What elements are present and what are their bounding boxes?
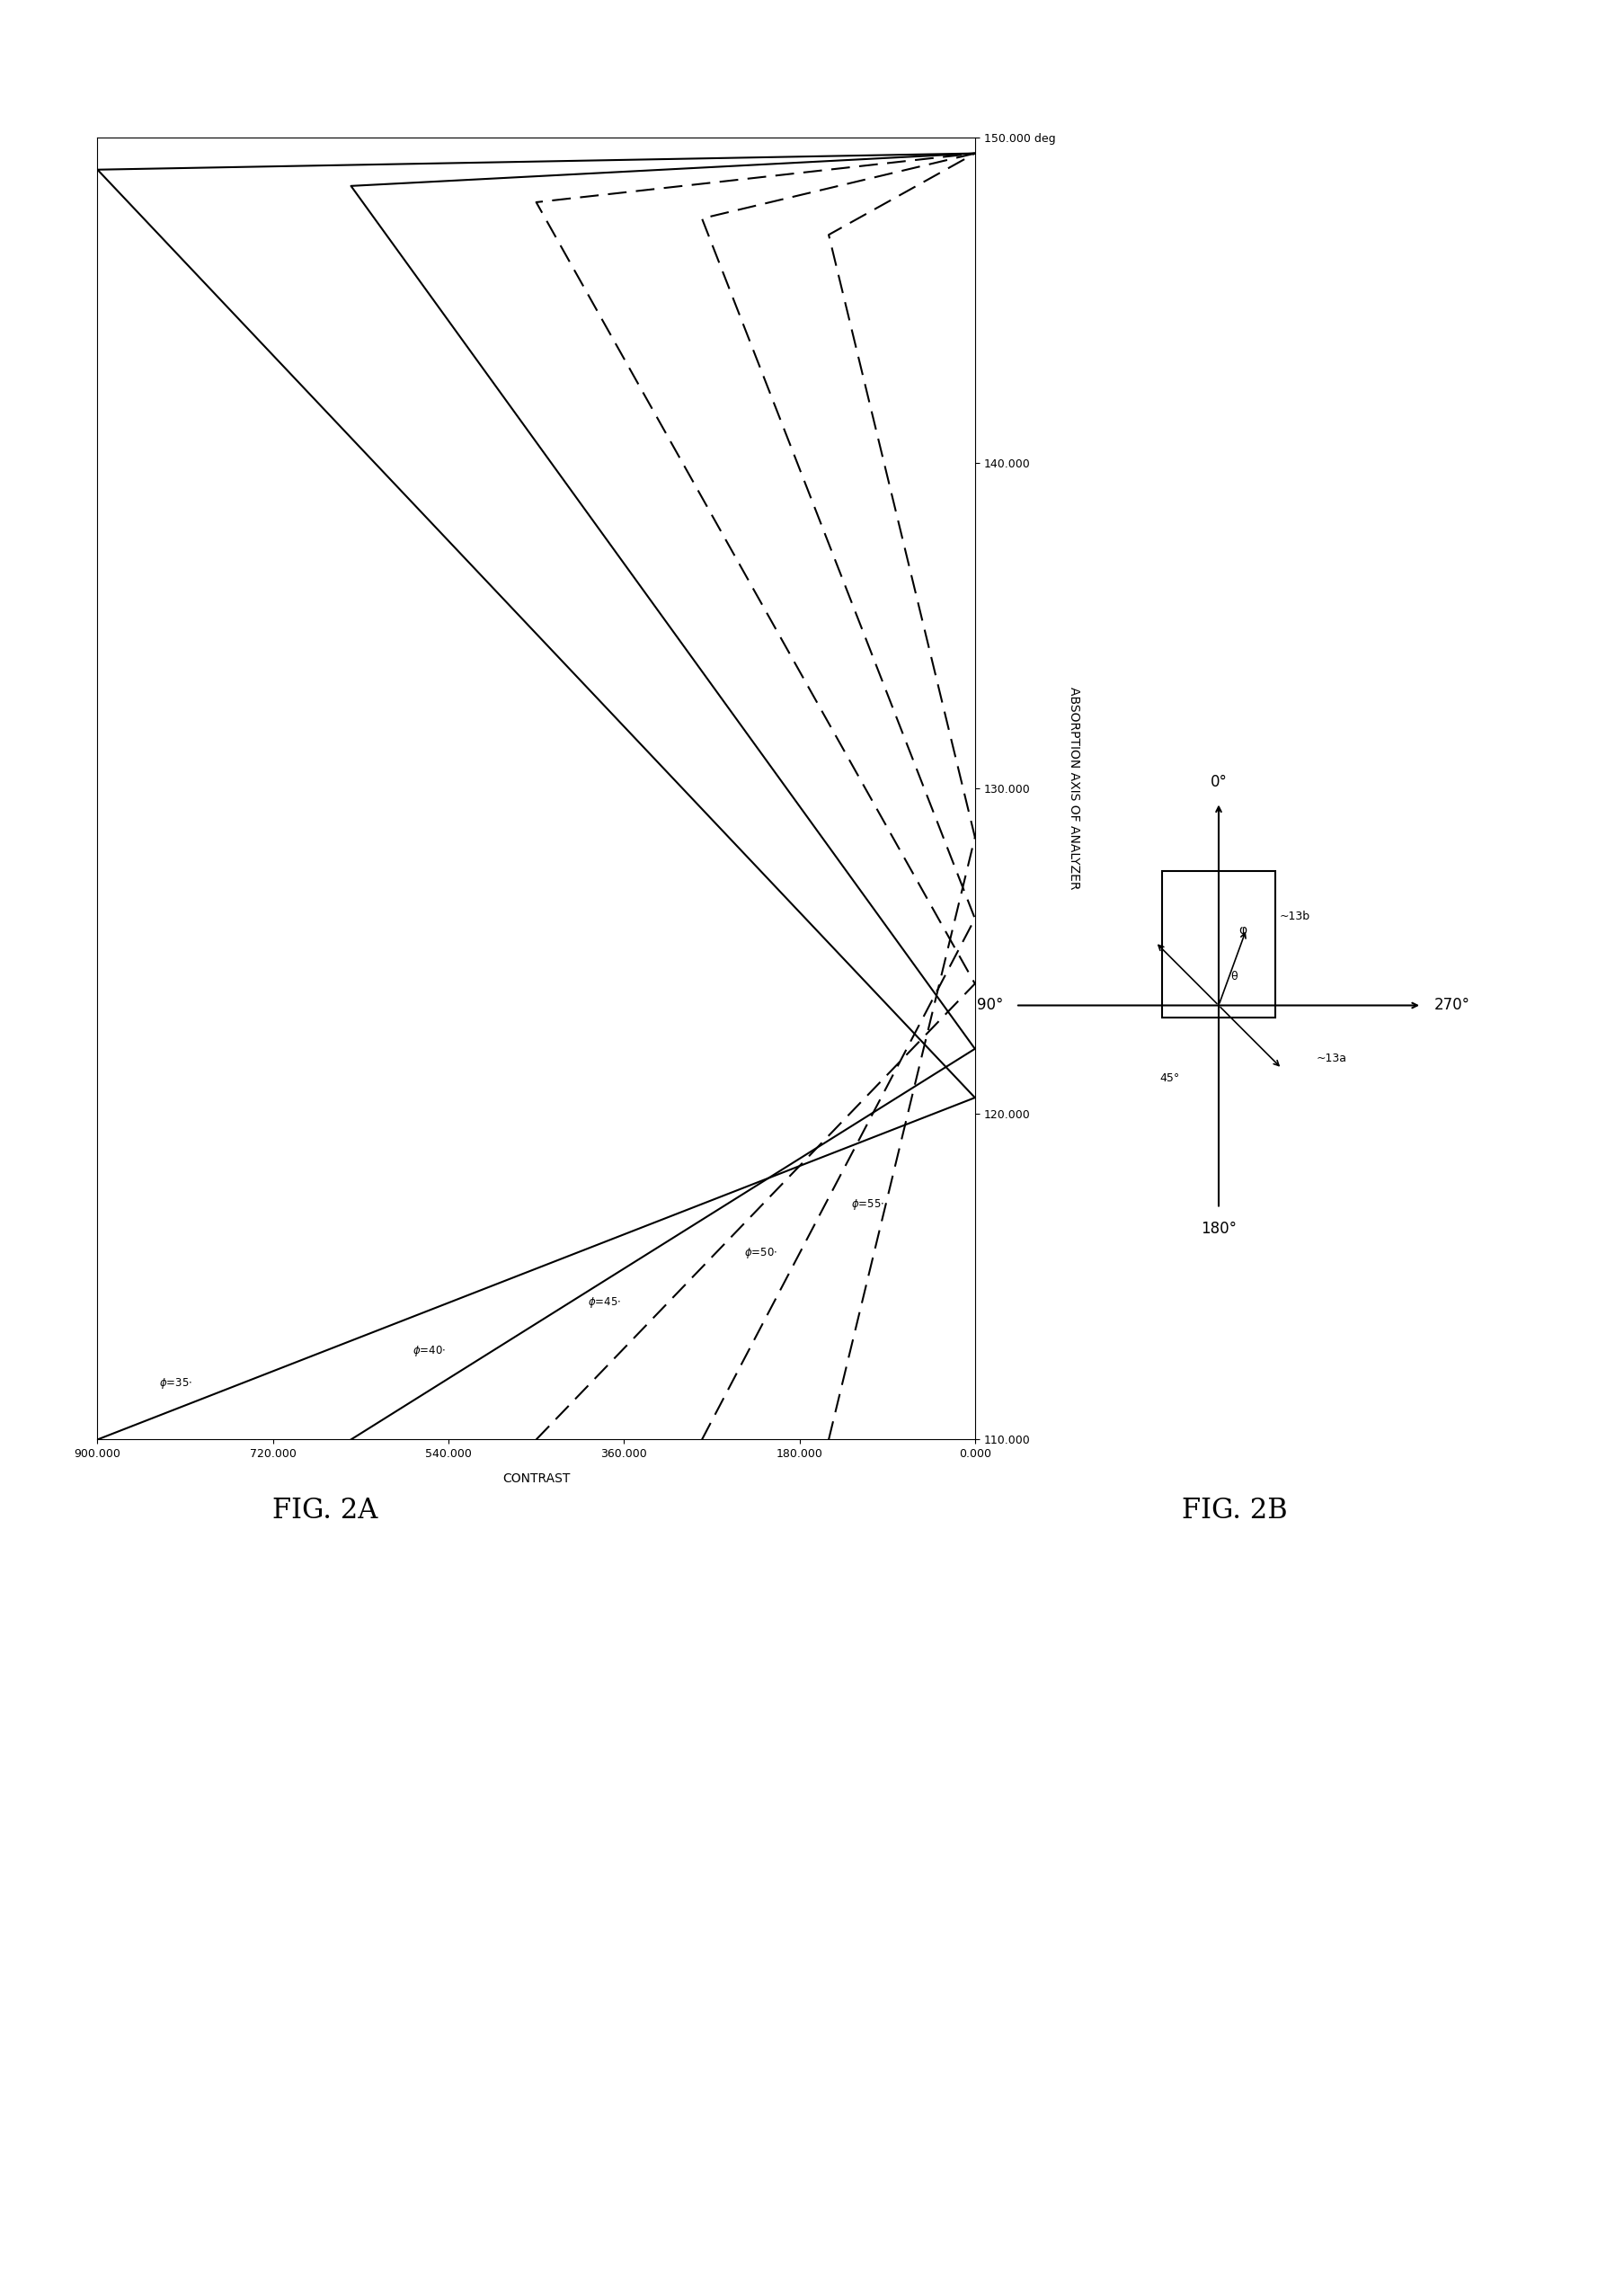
Text: $\phi$=55$\cdot$: $\phi$=55$\cdot$ — [851, 1197, 883, 1211]
Text: $\phi$=45$\cdot$: $\phi$=45$\cdot$ — [588, 1296, 620, 1309]
Text: $\phi$=50$\cdot$: $\phi$=50$\cdot$ — [744, 1245, 776, 1261]
Text: θ: θ — [1229, 971, 1237, 983]
Y-axis label: ABSORPTION AXIS OF ANALYZER: ABSORPTION AXIS OF ANALYZER — [1067, 688, 1080, 889]
Text: φ: φ — [1237, 923, 1247, 937]
X-axis label: CONTRAST: CONTRAST — [502, 1472, 570, 1485]
Text: $\phi$=40$\cdot$: $\phi$=40$\cdot$ — [412, 1344, 445, 1357]
Text: FIG. 2B: FIG. 2B — [1181, 1497, 1288, 1524]
Text: FIG. 2A: FIG. 2A — [273, 1497, 377, 1524]
Text: 90°: 90° — [976, 996, 1002, 1015]
Bar — [1161, 871, 1275, 1017]
Text: 0°: 0° — [1210, 775, 1226, 791]
Text: 45°: 45° — [1160, 1072, 1179, 1085]
Text: 180°: 180° — [1200, 1220, 1236, 1236]
Text: ~13b: ~13b — [1278, 909, 1309, 921]
Text: 270°: 270° — [1432, 996, 1470, 1015]
Text: $\phi$=35$\cdot$: $\phi$=35$\cdot$ — [159, 1376, 192, 1392]
Text: ~13a: ~13a — [1315, 1053, 1346, 1065]
